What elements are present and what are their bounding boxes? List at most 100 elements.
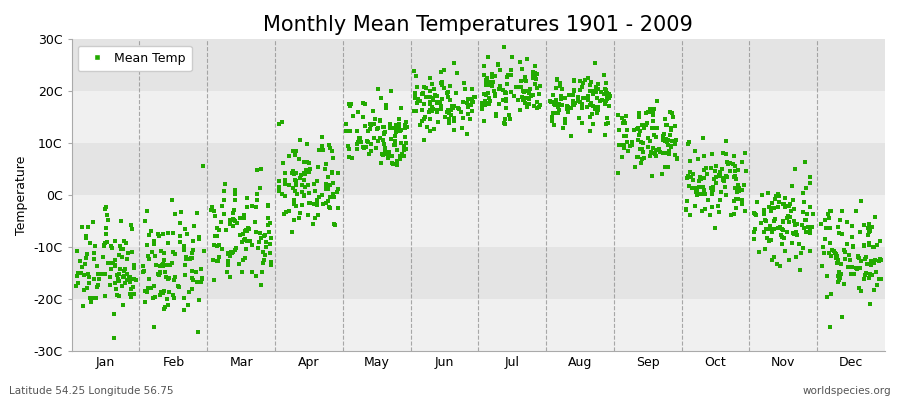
- Point: [415, 91, 429, 97]
- Point: [616, 119, 630, 126]
- Point: [712, 173, 726, 180]
- Point: [515, 66, 529, 72]
- Point: [698, 191, 713, 198]
- Point: [191, 328, 205, 335]
- Point: [820, 294, 834, 300]
- Point: [709, 174, 724, 180]
- Point: [418, 84, 432, 90]
- Point: [489, 113, 503, 119]
- Point: [419, 124, 434, 130]
- Point: [384, 153, 399, 159]
- Point: [760, 190, 775, 196]
- Point: [320, 186, 335, 192]
- Point: [252, 238, 266, 245]
- Point: [787, 217, 801, 224]
- Point: [866, 244, 880, 250]
- Point: [630, 137, 644, 144]
- Point: [124, 249, 139, 255]
- Point: [302, 166, 317, 172]
- Point: [104, 266, 119, 272]
- Point: [762, 222, 777, 229]
- Point: [101, 217, 115, 223]
- Point: [635, 156, 650, 162]
- Point: [377, 124, 392, 131]
- Point: [205, 204, 220, 210]
- Point: [657, 130, 671, 137]
- Point: [286, 216, 301, 223]
- Point: [499, 96, 513, 102]
- Point: [601, 120, 616, 126]
- Point: [602, 93, 616, 100]
- Point: [228, 190, 242, 197]
- Point: [661, 137, 675, 143]
- Point: [286, 184, 301, 191]
- Point: [106, 311, 121, 318]
- Point: [599, 96, 614, 102]
- Point: [500, 81, 515, 88]
- Point: [787, 206, 801, 212]
- Point: [272, 188, 286, 194]
- Point: [517, 94, 531, 101]
- Point: [316, 147, 330, 153]
- Point: [460, 100, 474, 106]
- Point: [500, 104, 514, 111]
- Point: [684, 185, 698, 192]
- Point: [322, 204, 337, 210]
- Point: [116, 302, 130, 308]
- Point: [378, 145, 392, 151]
- Point: [107, 262, 122, 269]
- Point: [440, 106, 454, 113]
- Point: [278, 192, 293, 199]
- Point: [263, 219, 277, 226]
- Point: [300, 159, 314, 166]
- Point: [397, 143, 411, 149]
- Point: [322, 145, 337, 151]
- Point: [554, 96, 568, 102]
- Point: [387, 124, 401, 131]
- Point: [330, 186, 345, 192]
- Point: [221, 258, 236, 264]
- Point: [646, 106, 661, 112]
- Point: [91, 276, 105, 282]
- Point: [366, 121, 381, 127]
- Point: [392, 122, 406, 128]
- Point: [165, 197, 179, 203]
- Point: [553, 80, 567, 86]
- Point: [556, 125, 571, 132]
- Point: [583, 114, 598, 120]
- Point: [712, 209, 726, 216]
- Point: [700, 171, 715, 178]
- Point: [617, 118, 632, 124]
- Point: [583, 102, 598, 108]
- Point: [796, 244, 811, 251]
- Point: [528, 70, 543, 76]
- Point: [225, 250, 239, 256]
- Point: [482, 94, 497, 101]
- Point: [639, 122, 653, 128]
- Point: [822, 214, 836, 221]
- Point: [87, 250, 102, 256]
- Point: [857, 275, 871, 282]
- Point: [272, 120, 286, 127]
- Point: [821, 211, 835, 217]
- Point: [716, 177, 730, 183]
- Point: [311, 194, 326, 200]
- Point: [864, 262, 878, 268]
- Point: [298, 184, 312, 190]
- Point: [513, 59, 527, 65]
- Point: [423, 88, 437, 94]
- Point: [354, 138, 368, 145]
- Y-axis label: Temperature: Temperature: [15, 156, 28, 235]
- Point: [566, 92, 580, 99]
- Point: [768, 226, 782, 232]
- Point: [643, 138, 657, 144]
- Point: [303, 199, 318, 206]
- Point: [290, 191, 304, 198]
- Point: [207, 242, 221, 248]
- Point: [300, 140, 314, 147]
- Point: [456, 80, 471, 86]
- Point: [289, 177, 303, 184]
- Point: [274, 190, 289, 197]
- Point: [636, 140, 651, 146]
- Point: [771, 193, 786, 200]
